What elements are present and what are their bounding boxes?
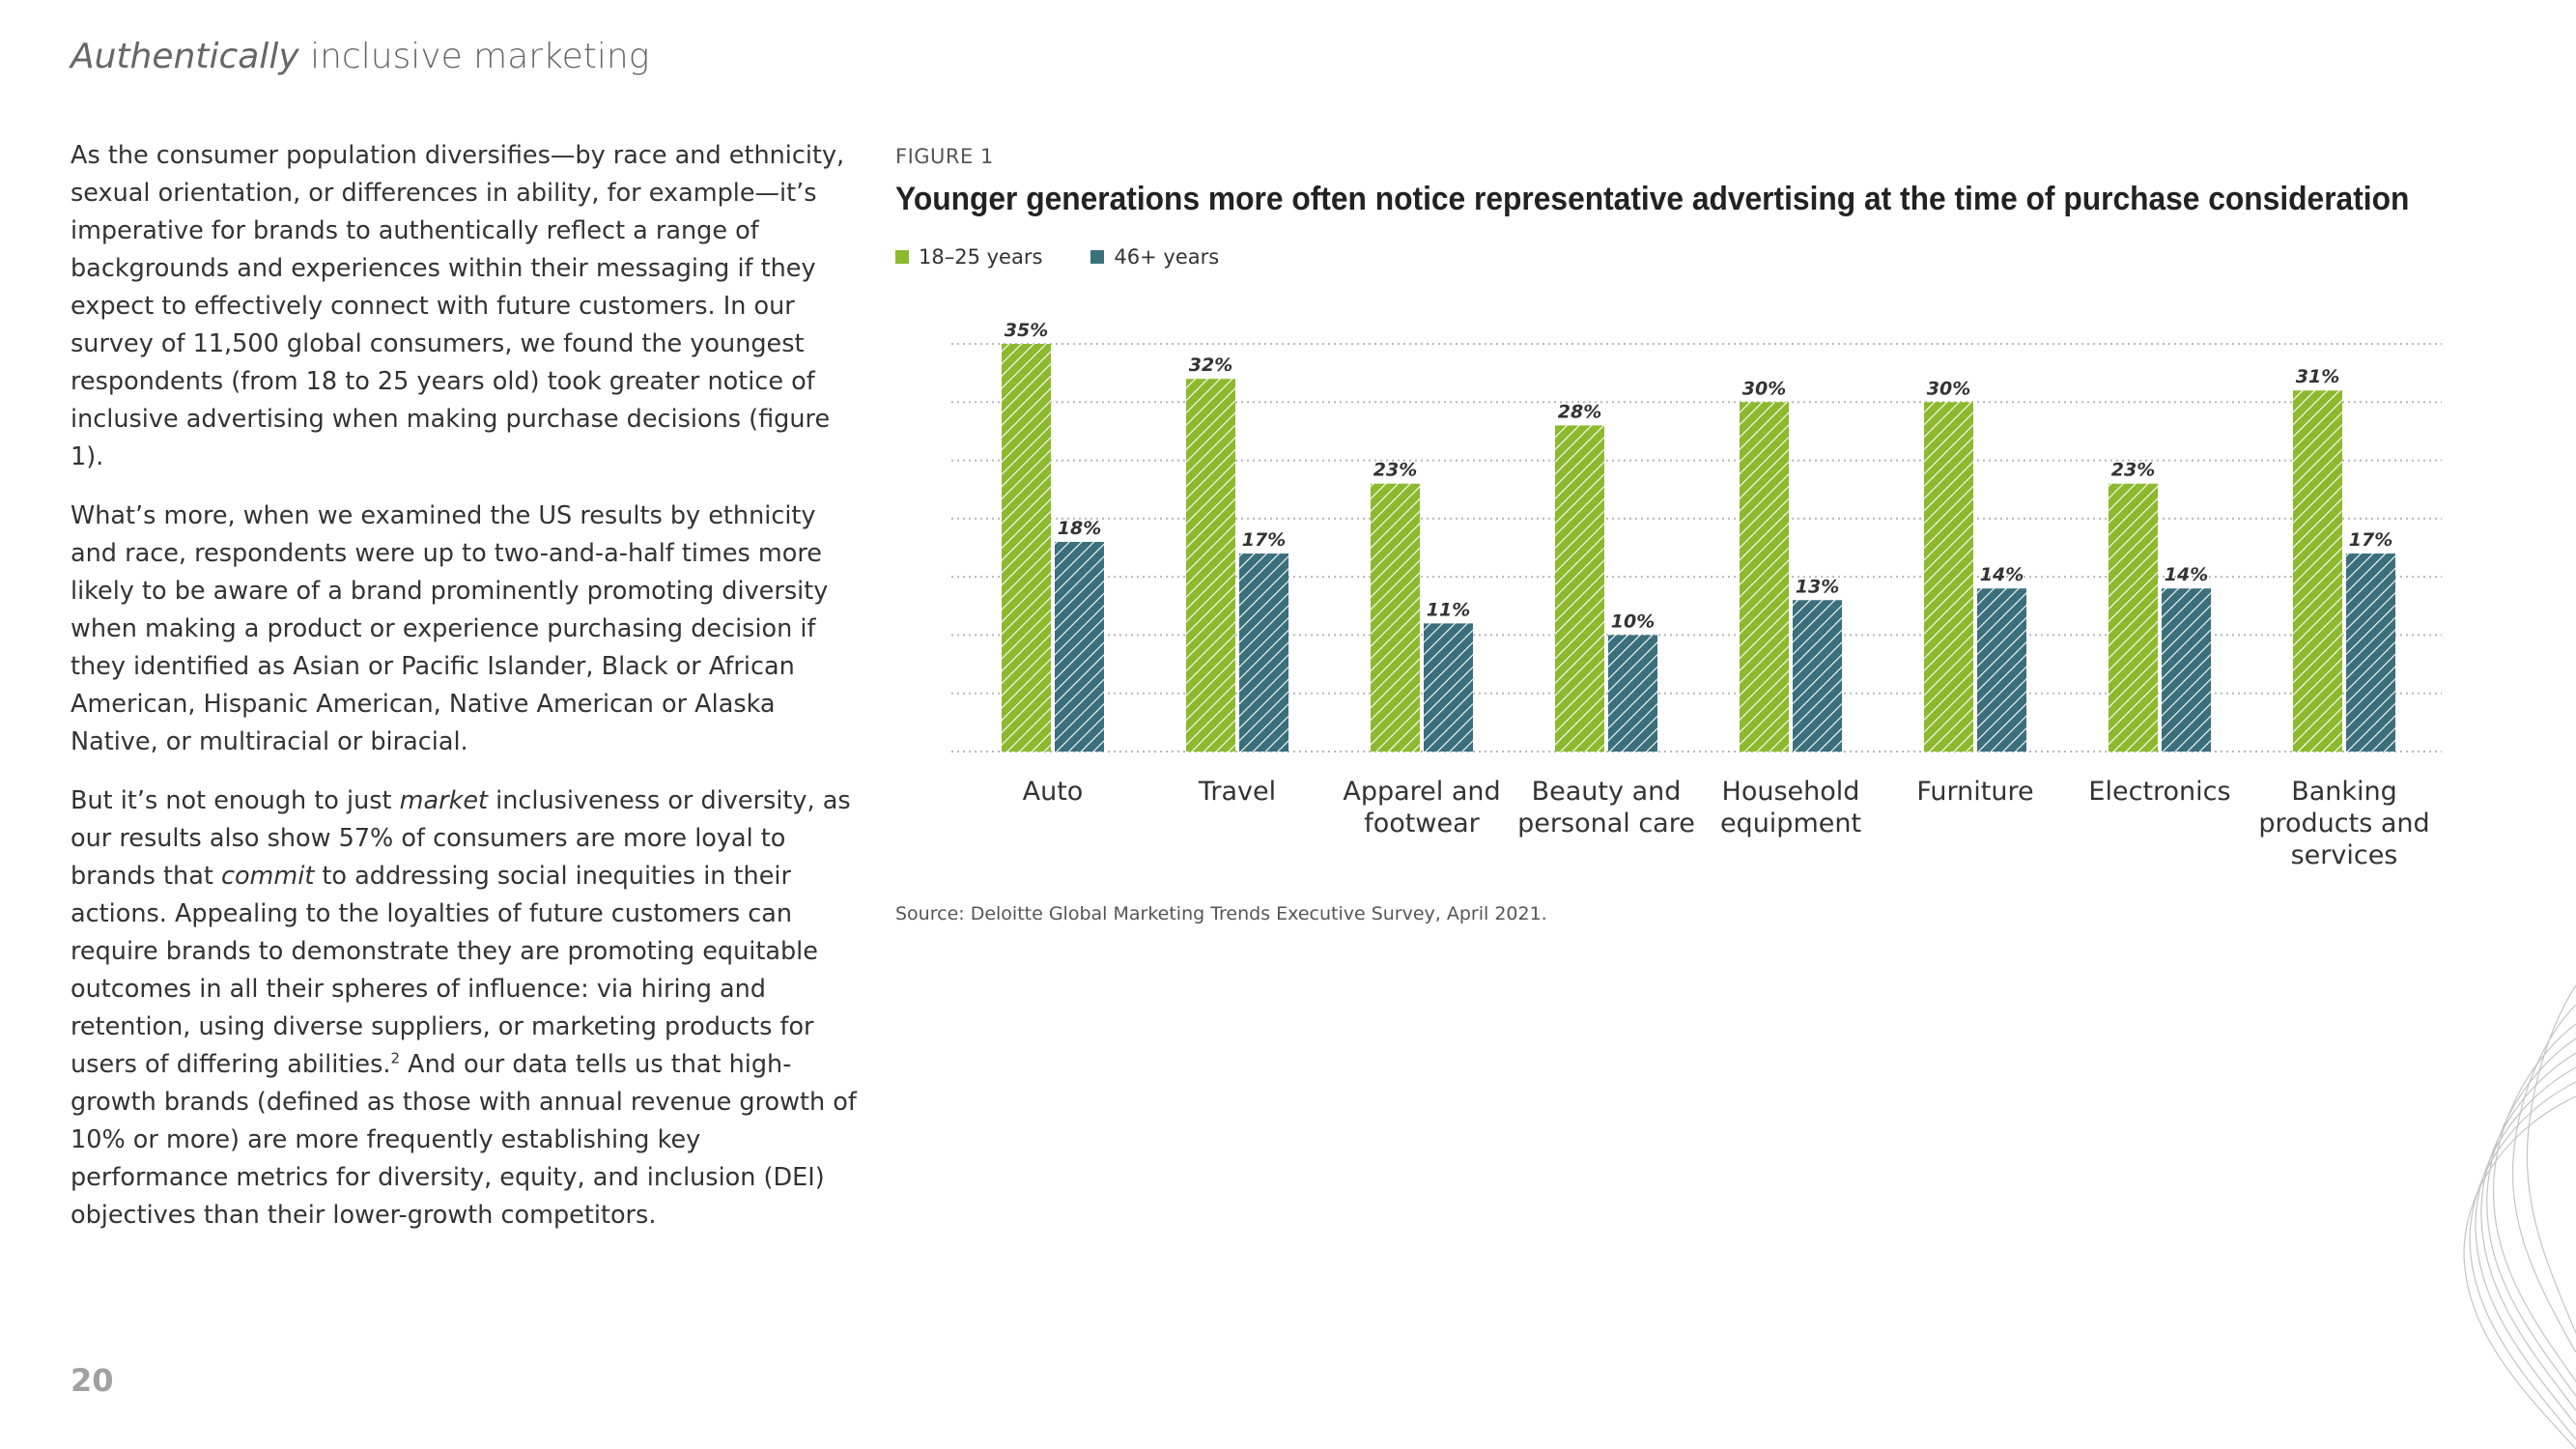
category-label-line: Auto [1023, 777, 1084, 807]
category-label-7: Banking products and services [2258, 777, 2429, 870]
bar-young-6 [2109, 483, 2158, 752]
legend-label-older: 46+ years [1114, 245, 1220, 269]
chart-title: Younger generations more often notice re… [895, 181, 2410, 217]
legend-item-young: 18–25 years [895, 245, 1042, 269]
bar-young-2 [1371, 483, 1420, 752]
data-label-young-6: 23% [2111, 460, 2155, 481]
category-label-2: Apparel and footwear [1343, 777, 1500, 838]
category-label-line: Furniture [1916, 777, 2033, 807]
data-label-older-6: 14% [2165, 564, 2208, 585]
header-rest: inclusive marketing [310, 37, 650, 76]
category-label-line: products and [2258, 809, 2429, 838]
bar-older-1 [1239, 554, 1288, 752]
data-label-older-2: 11% [1427, 599, 1470, 620]
p3-emphasis-commit: commit [220, 862, 315, 891]
category-label-6: Electronics [2088, 777, 2230, 807]
data-label-young-2: 23% [1373, 460, 1417, 481]
data-label-young-1: 32% [1189, 355, 1232, 376]
p3-part-a: But it’s not enough to just [71, 786, 400, 815]
legend-label-young: 18–25 years [919, 245, 1043, 269]
p3-emphasis-market: market [399, 786, 489, 815]
category-label-line: footwear [1364, 809, 1480, 838]
paragraph-1: As the consumer population diversifies—b… [71, 141, 845, 471]
footnote-ref: 2 [390, 1049, 401, 1067]
paragraph-3: But it’s not enough to just market inclu… [71, 782, 863, 1235]
data-label-older-0: 18% [1058, 518, 1101, 539]
category-label-1: Travel [1198, 777, 1276, 807]
source-note: Source: Deloitte Global Marketing Trends… [895, 903, 1547, 924]
data-label-young-4: 30% [1742, 378, 1786, 399]
data-label-older-3: 10% [1611, 611, 1655, 632]
data-label-young-0: 35% [1005, 320, 1048, 341]
data-label-older-1: 17% [1242, 529, 1286, 551]
category-label-line: equipment [1720, 809, 1861, 838]
legend-item-older: 46+ years [1090, 245, 1219, 269]
bar-young-7 [2293, 390, 2342, 752]
p3-part-d: And our data tells us that high-growth b… [71, 1050, 857, 1230]
data-label-young-7: 31% [2296, 366, 2339, 387]
page-number: 20 [71, 1362, 114, 1399]
bar-older-3 [1608, 635, 1657, 752]
category-label-line: Household [1722, 777, 1860, 807]
category-label-line: Electronics [2088, 777, 2230, 807]
header-italic: Authentically [71, 37, 299, 76]
body-text: As the consumer population diversifies—b… [71, 137, 863, 1256]
p3-part-b: inclusiveness or diversity, as our resul… [71, 786, 851, 891]
category-label-line: Apparel and [1343, 777, 1500, 807]
category-label-line: services [2291, 840, 2398, 870]
bar-older-2 [1424, 623, 1473, 752]
section-header: Authentically inclusive marketing [71, 37, 649, 76]
category-label-line: Travel [1198, 777, 1276, 807]
bar-older-4 [1793, 600, 1842, 752]
bar-older-7 [2346, 554, 2395, 752]
category-label-3: Beauty and personal care [1517, 777, 1695, 838]
bar-young-5 [1924, 402, 1973, 752]
bar-older-0 [1055, 541, 1104, 752]
category-label-5: Furniture [1916, 777, 2033, 807]
bar-young-0 [1002, 344, 1051, 752]
bar-older-6 [2162, 588, 2211, 752]
category-label-line: Beauty and [1532, 777, 1682, 807]
legend-swatch-young [895, 250, 909, 264]
bar-young-4 [1740, 402, 1789, 752]
category-label-0: Auto [1023, 777, 1084, 807]
bar-young-1 [1186, 379, 1235, 752]
paragraph-2: What’s more, when we examined the US res… [71, 501, 829, 756]
data-label-older-7: 17% [2349, 529, 2392, 551]
figure-label: FIGURE 1 [895, 145, 994, 168]
data-label-young-5: 30% [1927, 378, 1970, 399]
chart-legend: 18–25 years 46+ years [895, 245, 1219, 269]
bar-older-5 [1977, 588, 2026, 752]
data-label-young-3: 28% [1558, 401, 1601, 422]
decorative-wave-graphic [2463, 984, 2576, 1449]
category-label-line: personal care [1517, 809, 1695, 838]
data-label-older-4: 13% [1796, 576, 1839, 597]
bar-young-3 [1555, 425, 1604, 752]
legend-swatch-older [1090, 250, 1105, 264]
category-label-line: Banking [2291, 777, 2397, 807]
data-label-older-5: 14% [1980, 564, 2024, 585]
category-label-4: Household equipment [1720, 777, 1861, 838]
p3-part-c: to addressing social inequities in their… [71, 862, 818, 1079]
